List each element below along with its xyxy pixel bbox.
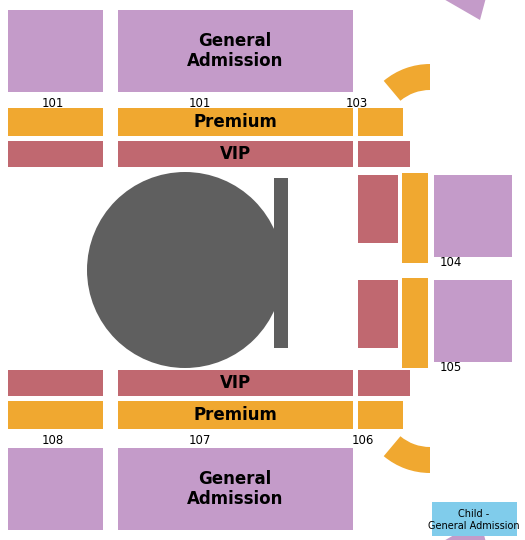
Text: General
Admission: General Admission <box>187 470 283 508</box>
Bar <box>8 10 103 92</box>
Text: 108: 108 <box>42 434 64 447</box>
Wedge shape <box>384 64 430 101</box>
Bar <box>118 370 353 396</box>
Bar <box>118 108 353 136</box>
Bar <box>8 141 103 167</box>
Wedge shape <box>381 0 510 20</box>
Text: 101: 101 <box>189 97 211 110</box>
Bar <box>8 108 103 136</box>
Wedge shape <box>381 520 510 540</box>
Bar <box>8 401 103 429</box>
Bar <box>358 108 403 136</box>
Text: 106: 106 <box>352 434 374 447</box>
Bar <box>118 10 353 92</box>
Text: 103: 103 <box>346 97 368 110</box>
Bar <box>434 280 512 362</box>
Bar <box>118 401 353 429</box>
Text: 101: 101 <box>42 97 64 110</box>
Text: General
Admission: General Admission <box>187 32 283 70</box>
Text: 105: 105 <box>440 361 462 374</box>
Bar <box>8 370 103 396</box>
Bar <box>402 278 428 368</box>
Circle shape <box>87 172 283 368</box>
Text: Child -: Child - <box>458 509 490 519</box>
Text: General Admission: General Admission <box>428 521 520 531</box>
Bar <box>118 448 353 530</box>
Text: VIP: VIP <box>219 145 250 163</box>
Bar <box>8 448 103 530</box>
Bar <box>358 141 410 167</box>
Bar <box>402 263 428 278</box>
Bar <box>358 175 398 243</box>
Wedge shape <box>384 436 430 473</box>
Bar <box>402 173 428 263</box>
Bar <box>274 178 288 348</box>
Bar <box>434 175 512 257</box>
Text: Premium: Premium <box>193 406 277 424</box>
Bar <box>358 370 410 396</box>
Bar <box>358 280 398 348</box>
Bar <box>358 401 403 429</box>
Text: 107: 107 <box>189 434 211 447</box>
Bar <box>118 141 353 167</box>
Bar <box>432 502 517 536</box>
Text: VIP: VIP <box>219 374 250 392</box>
Text: 104: 104 <box>440 256 463 269</box>
Text: Premium: Premium <box>193 113 277 131</box>
